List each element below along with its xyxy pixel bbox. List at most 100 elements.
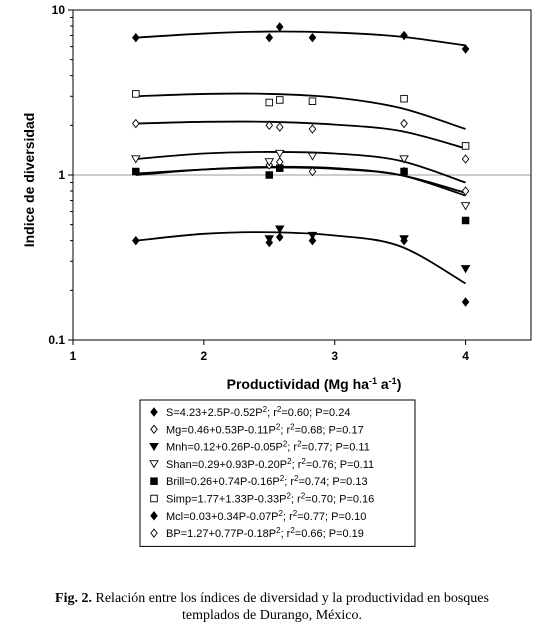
data-point-Brill-3 bbox=[400, 167, 408, 176]
data-point-S-1 bbox=[265, 32, 274, 43]
legend-entry-part: Mcl bbox=[166, 511, 183, 523]
fit-curve-Brill bbox=[135, 166, 466, 194]
legend-entry-part: 2 bbox=[283, 439, 288, 448]
data-point-Simp-2 bbox=[276, 96, 284, 104]
legend-entry-part: 2 bbox=[287, 456, 292, 465]
data-point-Mcl-5 bbox=[461, 297, 470, 307]
data-point-Simp-0 bbox=[132, 90, 140, 98]
caption-text-line2: templados de Durango, México. bbox=[181, 608, 362, 623]
legend-entry-part: 2 bbox=[293, 508, 298, 517]
legend-entry-part: ; r bbox=[287, 442, 297, 454]
chart: 0.1 1 10 1 2 3 4 Indice de diversidad Productivi… bbox=[21, 3, 532, 547]
legend-entry-part: 2 bbox=[276, 422, 281, 431]
legend-marker-BP bbox=[150, 528, 158, 538]
legend-entry-Brill: Brill=0.26+0.74P-0.16P2; r2=0.74; P=0.13 bbox=[166, 474, 368, 489]
data-point-Brill-2 bbox=[276, 164, 284, 172]
legend-marker-Mcl bbox=[150, 511, 158, 521]
data-point-Shan-0 bbox=[131, 155, 141, 164]
legend-entry-part: =1.77+1.33P-0.33P bbox=[191, 494, 286, 506]
data-point-Mg-2 bbox=[308, 166, 317, 177]
x-axis-title-part: -1 bbox=[389, 376, 397, 386]
legend-marker-Shan bbox=[149, 460, 159, 469]
y-tick-label-2: 10 bbox=[52, 3, 66, 17]
legend-entry-part: =0.29+0.93P-0.20P bbox=[192, 459, 287, 471]
legend-entry-part: 2 bbox=[294, 474, 299, 483]
caption-text-line1: Relación entre los índices de diversidad… bbox=[92, 591, 489, 606]
data-point-Simp-4 bbox=[400, 94, 408, 103]
x-tick-label-1: 2 bbox=[201, 349, 208, 363]
data-point-Brill-1 bbox=[265, 171, 274, 179]
legend-entry-part: =0.66; P=0.19 bbox=[295, 528, 364, 540]
data-point-S-3 bbox=[308, 32, 317, 43]
legend-marker-Simp bbox=[150, 494, 158, 503]
legend-entry-part: 2 bbox=[301, 456, 306, 465]
legend-entry-S: S=4.23+2.5P-0.52P2; r2=0.60; P=0.24 bbox=[166, 405, 350, 420]
legend-entry-part: BP bbox=[166, 528, 181, 540]
fit-curve-Simp bbox=[135, 92, 466, 130]
data-point-Mcl-2 bbox=[275, 232, 284, 242]
legend-entry-part: ; r bbox=[280, 424, 290, 436]
legend-entry-part: 2 bbox=[290, 422, 295, 431]
data-point-Mnh-1 bbox=[274, 225, 285, 234]
legend-entry-part: Simp bbox=[166, 494, 191, 506]
data-point-BP-5 bbox=[461, 154, 470, 164]
x-axis-title-part: ) bbox=[397, 376, 402, 392]
y-tick-label-0: 0.1 bbox=[48, 333, 65, 347]
data-point-BP-4 bbox=[400, 118, 408, 129]
caption-label: Fig. 2. bbox=[55, 591, 92, 606]
legend-entry-part: =0.77; P=0.11 bbox=[302, 442, 370, 454]
legend-entry-part: =0.03+0.34P-0.07P bbox=[183, 511, 278, 523]
legend-marker-Mg bbox=[150, 424, 158, 435]
legend-entry-part: =1.27+0.77P-0.18P bbox=[181, 528, 276, 540]
fit-curve-S bbox=[135, 30, 466, 47]
data-point-S-2 bbox=[275, 22, 284, 32]
data-point-Shan-3 bbox=[307, 152, 318, 161]
data-point-Shan-4 bbox=[399, 155, 409, 164]
legend-entry-BP: BP=1.27+0.77P-0.18P2; r2=0.66; P=0.19 bbox=[166, 526, 364, 541]
fit-curve-Mnh bbox=[135, 231, 467, 285]
legend-entry-part: 2 bbox=[263, 405, 268, 414]
figure-caption: Fig. 2. Relación entre los índices de di… bbox=[8, 590, 536, 624]
legend-entry-part: ; r bbox=[291, 494, 301, 506]
legend-entry-part: ; r bbox=[283, 511, 293, 523]
legend-entry-part: 2 bbox=[297, 439, 302, 448]
legend-entry-part: 2 bbox=[290, 526, 295, 535]
legend-entry-part: S bbox=[166, 407, 173, 419]
legend-entry-part: 2 bbox=[301, 491, 306, 500]
legend-entry-part: =0.70; P=0.16 bbox=[305, 494, 374, 506]
data-point-Mcl-0 bbox=[132, 235, 140, 246]
legend-entry-part: =0.68; P=0.17 bbox=[295, 424, 364, 436]
data-point-S-5 bbox=[461, 44, 470, 54]
data-point-BP-3 bbox=[308, 124, 317, 134]
legend-entry-Mcl: Mcl=0.03+0.34P-0.07P2; r2=0.77; P=0.10 bbox=[166, 508, 366, 523]
legend-entry-part: ; r bbox=[281, 528, 291, 540]
legend-entry-part: =0.77; P=0.10 bbox=[297, 511, 366, 523]
legend-entry-part: =0.74; P=0.13 bbox=[298, 476, 367, 488]
legend-entry-part: 2 bbox=[279, 508, 284, 517]
y-tick-label-1: 1 bbox=[58, 168, 65, 182]
legend-entry-part: Brill bbox=[166, 476, 184, 488]
x-axis-title: Productividad (Mg ha-1 a-1) bbox=[227, 376, 402, 392]
legend-entry-part: 2 bbox=[277, 405, 282, 414]
data-point-BP-1 bbox=[265, 120, 274, 131]
data-point-Mnh-2 bbox=[307, 231, 318, 240]
data-point-Shan-2 bbox=[274, 149, 285, 158]
data-point-S-0 bbox=[132, 32, 140, 43]
legend-entry-part: ; r bbox=[267, 407, 277, 419]
legend-entry-part: Shan bbox=[166, 459, 192, 471]
legend-marker-Mnh bbox=[149, 442, 159, 452]
legend-marker-Brill bbox=[150, 477, 158, 485]
legend-entry-part: =0.76; P=0.11 bbox=[306, 459, 374, 471]
legend-entry-part: =0.46+0.53P-0.11P bbox=[181, 424, 276, 436]
data-point-Simp-5 bbox=[461, 142, 470, 150]
data-point-Mcl-4 bbox=[400, 235, 408, 246]
legend-entry-Mnh: Mnh=0.12+0.26P-0.05P2; r2=0.77; P=0.11 bbox=[166, 439, 370, 454]
fit-curve-Shan bbox=[135, 151, 466, 184]
legend-entry-Mg: Mg=0.46+0.53P-0.11P2; r2=0.68; P=0.17 bbox=[166, 422, 364, 437]
x-axis-title-part: a bbox=[377, 376, 389, 392]
x-tick-label-2: 3 bbox=[331, 349, 338, 363]
data-point-Brill-0 bbox=[132, 167, 140, 176]
legend-entry-part: =0.12+0.26P-0.05P bbox=[187, 442, 282, 454]
x-tick-label-3: 4 bbox=[462, 349, 469, 363]
y-axis-title: Indice de diversidad bbox=[21, 113, 37, 248]
